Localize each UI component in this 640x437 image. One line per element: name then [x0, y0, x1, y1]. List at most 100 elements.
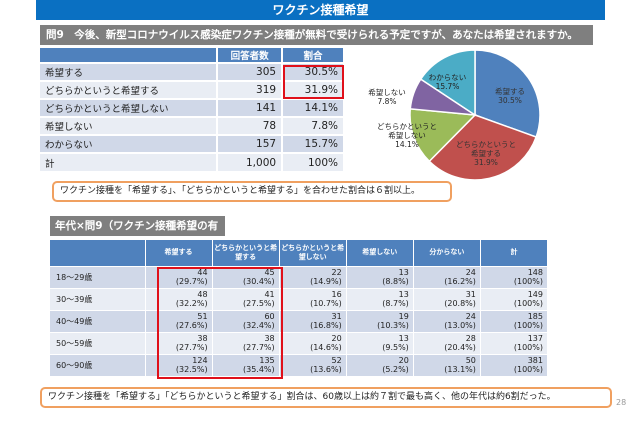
pie-slice: [474, 49, 541, 138]
cell-count: 149: [527, 290, 543, 299]
cell-count: 28: [465, 334, 476, 343]
table-cell: 24 (16.2%): [413, 265, 481, 288]
table-cell: 41 (27.5%): [212, 287, 280, 310]
cell-percent: (14.6%): [310, 343, 342, 352]
column-header: 計: [480, 240, 549, 266]
cell-percent: (10.3%): [377, 321, 409, 330]
cell-count: 124: [192, 356, 208, 366]
cell-percent: (13.1%): [444, 365, 476, 375]
page-number: 28: [616, 398, 627, 407]
cell-percent: (100%): [513, 321, 543, 330]
cell-count: 19: [398, 312, 409, 321]
table-row: 計 1,000 100%: [40, 152, 345, 171]
cell-percent: (5.2%): [382, 365, 409, 375]
row-ratio: 31.9%: [282, 80, 345, 99]
cell-count: 20: [398, 356, 409, 366]
cell-count: 41: [264, 290, 275, 299]
section-heading: 年代×問9（ワクチン接種希望の有無）: [50, 216, 225, 252]
cell-percent: (8.7%): [382, 299, 409, 308]
header-count: 回答者数: [217, 48, 284, 63]
conclusion-note: ワクチン接種を「希望する」「どちらかというと希望する」割合は、60歳以上は約７割…: [40, 387, 612, 408]
table-row: 希望しない 78 7.8%: [40, 116, 345, 135]
table-cell: 44 (29.7%): [145, 265, 213, 288]
table-cell: 13 (9.5%): [346, 331, 414, 354]
pie-label-want: 希望する 30.5%: [495, 87, 525, 105]
pie-slice: [428, 114, 538, 181]
row-label: どちらかというと希望しない: [40, 98, 219, 117]
table-cell: 16 (10.7%): [279, 287, 347, 310]
cell-percent: (32.2%): [175, 299, 208, 308]
cell-percent: (29.7%): [175, 277, 208, 286]
cell-percent: (100%): [513, 277, 543, 286]
table-cell: 28 (20.4%): [413, 331, 481, 354]
table-cell: 52 (13.6%): [279, 353, 347, 376]
cell-count: 50: [465, 356, 476, 366]
highlight-box: [283, 65, 344, 99]
table-cell: 185 (100%): [480, 309, 549, 332]
pie-chart: [409, 49, 541, 181]
table-cell: 48 (32.2%): [145, 287, 213, 310]
table-cell: 19 (10.3%): [346, 309, 414, 332]
cell-count: 13: [398, 290, 409, 299]
cell-percent: (32.4%): [243, 321, 275, 330]
cell-percent: (16.8%): [310, 321, 342, 330]
row-label: 希望しない: [40, 116, 219, 135]
pie-label-rather-want: どちらかというと希望する 31.9%: [456, 140, 516, 167]
table-cell: 24 (13.0%): [413, 309, 481, 332]
row-ratio: 15.7%: [282, 134, 345, 153]
table-header-row: 希望する どちらかというと希望する どちらかというと希望しない 希望しない 分からない計: [50, 240, 549, 266]
table-cell: 20 (5.2%): [346, 353, 414, 376]
column-header: 希望しない: [346, 240, 414, 266]
age-crosstab-table: 希望する どちらかというと希望する どちらかというと希望しない 希望しない 分からない計…: [50, 240, 549, 376]
table-cell: 124 (32.5%): [145, 353, 213, 376]
table-row: わからない 157 15.7%: [40, 134, 345, 153]
cell-percent: (27.6%): [175, 321, 208, 330]
cell-count: 137: [527, 334, 543, 343]
table-row: 30～39歳 48 (32.2%) 41 (27.5%) 16 (10.7%) 13 (8.7%…: [50, 287, 549, 310]
table-row: どちらかというと希望する 319 31.9%: [40, 80, 345, 99]
summary-table: 回答者数 割合 希望する 305 30.5% どちらかというと希望する 319 31.9% ど…: [40, 48, 345, 171]
column-header: 希望する: [145, 240, 213, 266]
age-label: 50～59歳: [50, 331, 146, 354]
age-label: 40～49歳: [50, 309, 146, 332]
cell-percent: (13.0%): [444, 321, 476, 330]
table-cell: 38 (27.7%): [212, 331, 280, 354]
table-cell: 50 (13.1%): [413, 353, 481, 376]
table-cell: 22 (14.9%): [279, 265, 347, 288]
cell-count: 16: [331, 290, 342, 299]
cell-count: 52: [331, 356, 342, 366]
table-row: 40～49歳 51 (27.6%) 60 (32.4%) 31 (16.8%) 19 (10.3…: [50, 309, 549, 332]
pie-label-rather-not: どちらかというと希望しない 14.1%: [377, 122, 437, 149]
cell-count: 148: [527, 268, 543, 277]
row-label: どちらかというと希望する: [40, 80, 219, 99]
table-cell: 13 (8.7%): [346, 287, 414, 310]
cell-count: 13: [398, 268, 409, 277]
cell-percent: (35.4%): [243, 365, 275, 375]
cell-percent: (100%): [513, 343, 543, 352]
cell-percent: (100%): [513, 299, 543, 308]
row-count: 305: [217, 62, 284, 81]
cell-percent: (30.4%): [243, 277, 275, 286]
table-cell: 13 (8.8%): [346, 265, 414, 288]
table-cell: 38 (27.7%): [145, 331, 213, 354]
cell-count: 381: [527, 356, 543, 366]
pie-label-unknown: わからない 15.7%: [428, 73, 467, 91]
table-row: 60～90歳 124 (32.5%) 135 (35.4%) 52 (13.6%) 20 (5.…: [50, 353, 549, 376]
pie-slice: [419, 49, 476, 117]
row-label: 計: [40, 152, 219, 171]
summary-note: ワクチン接種を「希望する」、「どちらかというと希望する」を合わせた割合は６割以上…: [52, 181, 452, 202]
table-cell: 31 (16.8%): [279, 309, 347, 332]
header-blank: [40, 48, 219, 63]
table-cell: 381 (100%): [480, 353, 549, 376]
pie-label-not-want: 希望しない 7.8%: [368, 88, 406, 106]
table-cell: 31 (20.8%): [413, 287, 481, 310]
cell-count: 31: [331, 312, 342, 321]
row-ratio: 100%: [282, 152, 345, 171]
table-cell: 135 (35.4%): [212, 353, 280, 376]
cell-count: 24: [465, 268, 476, 277]
cell-percent: (13.6%): [310, 365, 342, 375]
row-count: 1,000: [217, 152, 284, 171]
cell-count: 31: [465, 290, 476, 299]
cell-percent: (16.2%): [444, 277, 476, 286]
cell-percent: (14.9%): [310, 277, 342, 286]
